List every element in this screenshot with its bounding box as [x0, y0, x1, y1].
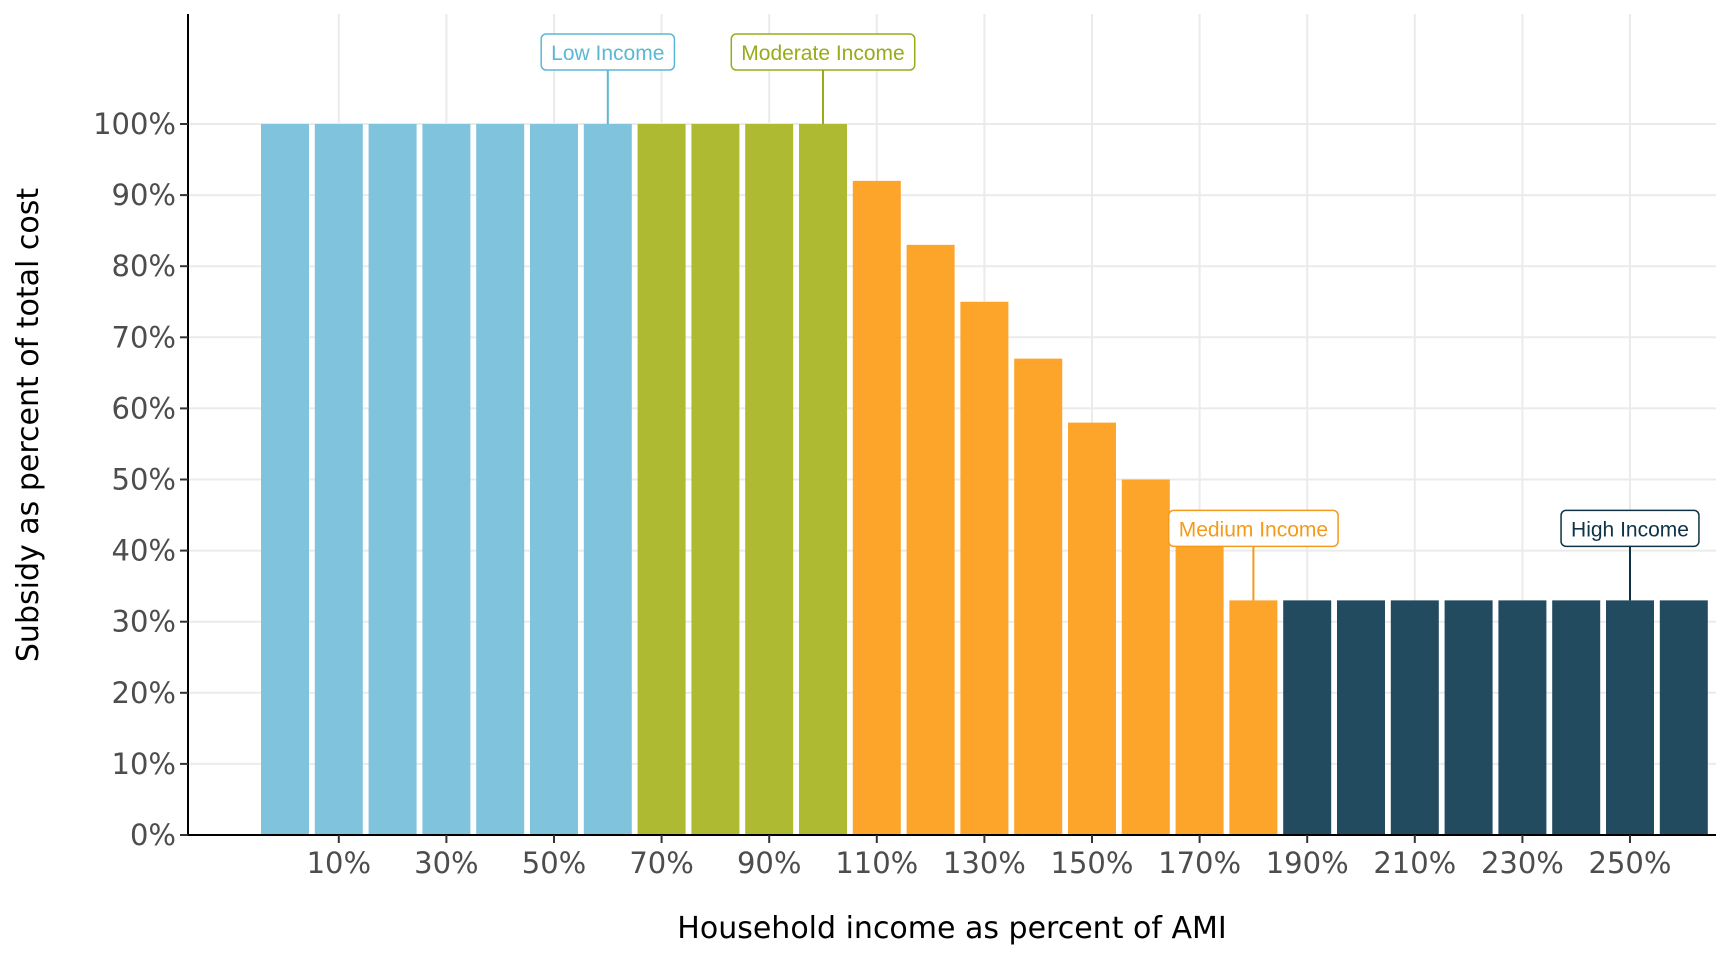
- bar-medium-income: [906, 244, 955, 835]
- callout-label: Moderate Income: [741, 42, 904, 65]
- y-tick-label: 30%: [112, 605, 176, 639]
- x-ticks: 10% 30% 50% 70% 90% 110% 130% 150% 170% 190% 210% 2…: [307, 835, 1672, 880]
- x-tick-label: 30%: [414, 846, 478, 880]
- x-tick-label: 50%: [522, 846, 586, 880]
- bar-high-income: [1390, 600, 1439, 835]
- bar-medium-income: [1175, 536, 1224, 835]
- x-tick-label: 10%: [307, 846, 371, 880]
- y-tick-label: 20%: [112, 676, 176, 710]
- y-tick-label: 40%: [112, 534, 176, 568]
- bar-moderate-income: [799, 124, 847, 835]
- callout-box: [540, 33, 676, 71]
- y-tick-label: 60%: [112, 391, 176, 425]
- x-tick-label: 150%: [1051, 846, 1134, 880]
- callout-label: High Income: [1571, 518, 1689, 541]
- x-tick-label: 170%: [1158, 846, 1241, 880]
- x-axis-title: Household income as percent of AMI: [677, 911, 1226, 946]
- x-tick-label: 230%: [1481, 846, 1564, 880]
- bar-medium-income: [960, 301, 1009, 835]
- callout-label: Low Income: [551, 42, 664, 65]
- bar-medium-income: [1121, 479, 1170, 835]
- y-tick-label: 70%: [112, 320, 176, 354]
- callout-low-income: Low Income: [540, 33, 676, 124]
- bar-low-income: [530, 124, 578, 835]
- axes: [187, 14, 1716, 836]
- bar-low-income: [583, 124, 632, 835]
- x-tick-label: 190%: [1266, 846, 1349, 880]
- bar-moderate-income: [691, 124, 740, 835]
- bar-low-income: [422, 124, 471, 835]
- callout-box: [1560, 509, 1700, 548]
- bar-low-income: [261, 124, 309, 835]
- callout-box: [1167, 509, 1339, 548]
- bars: [261, 124, 1708, 835]
- y-ticks: 0% 10% 20% 30% 40% 50% 60% 70% 80% 90% 100%: [93, 107, 188, 852]
- x-tick-label: 210%: [1373, 846, 1456, 880]
- callouts: Low Income Moderate Income Medium Income Hi…: [540, 33, 1700, 601]
- x-tick-label: 250%: [1589, 846, 1672, 880]
- bar-medium-income: [1229, 600, 1278, 835]
- callout-high-income: High Income: [1560, 509, 1700, 601]
- bar-medium-income: [852, 180, 901, 835]
- bar-high-income: [1606, 600, 1654, 835]
- bar-high-income: [1444, 600, 1493, 835]
- bar-medium-income: [1068, 422, 1116, 835]
- x-tick-label: 110%: [835, 846, 918, 880]
- x-tick-label: 90%: [737, 846, 801, 880]
- callout-medium-income: Medium Income: [1167, 509, 1339, 601]
- x-tick-label: 70%: [629, 846, 693, 880]
- bar-high-income: [1659, 600, 1708, 835]
- callout-box: [730, 33, 916, 71]
- y-tick-label: 100%: [93, 107, 176, 141]
- callout-moderate-income: Moderate Income: [730, 33, 916, 124]
- y-tick-label: 50%: [112, 463, 176, 497]
- bar-low-income: [476, 124, 525, 835]
- x-tick-label: 130%: [943, 846, 1026, 880]
- bar-low-income: [368, 124, 417, 835]
- bar-high-income: [1498, 600, 1547, 835]
- y-tick-label: 0%: [130, 818, 176, 852]
- bar-medium-income: [1014, 358, 1063, 835]
- bar-moderate-income: [637, 124, 686, 835]
- y-tick-label: 10%: [112, 747, 176, 781]
- bar-high-income: [1337, 600, 1385, 835]
- bar-high-income: [1552, 600, 1601, 835]
- bar-low-income: [314, 124, 363, 835]
- y-tick-label: 80%: [112, 249, 176, 283]
- callout-label: Medium Income: [1179, 518, 1328, 541]
- bar-high-income: [1283, 600, 1332, 835]
- y-tick-label: 90%: [112, 178, 176, 212]
- bar-moderate-income: [745, 124, 794, 835]
- y-axis-title: Subsidy as percent of total cost: [11, 188, 46, 662]
